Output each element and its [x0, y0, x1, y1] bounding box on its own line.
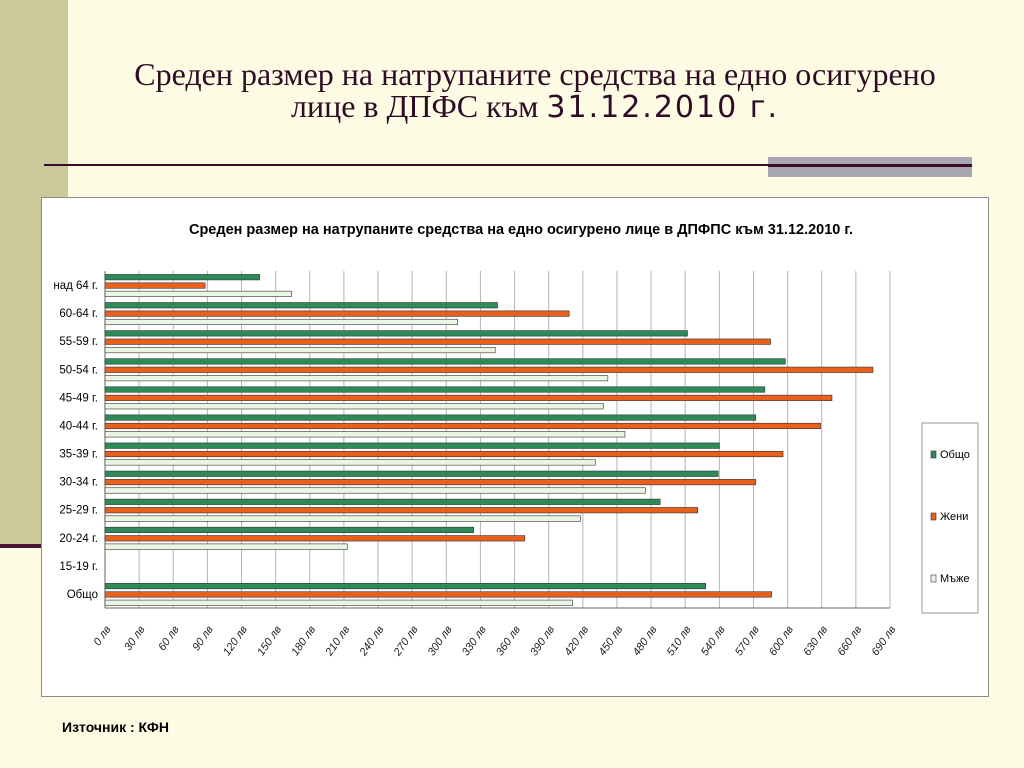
bar-series-0: [104, 358, 786, 365]
category-label: над 64 г.: [53, 280, 98, 292]
x-tick-label: 90 лв: [190, 624, 216, 653]
legend-label: Жени: [940, 511, 968, 523]
x-tick-label: 690 лв: [869, 624, 898, 658]
bar-series-2: [104, 431, 626, 438]
x-tick-label: 660 лв: [835, 624, 864, 658]
bar-series-0: [104, 470, 719, 477]
bar-series-1: [104, 535, 526, 542]
bar-series-1: [104, 591, 772, 598]
category-label: 20-24 г.: [59, 533, 98, 545]
x-tick-label: 150 лв: [255, 624, 284, 658]
category-label: 40-44 г.: [59, 420, 98, 432]
x-tick-label: 60 лв: [156, 624, 182, 653]
x-tick-label: 330 лв: [460, 624, 489, 658]
bar-series-2: [104, 515, 581, 522]
category-label: 60-64 г.: [59, 308, 98, 320]
bar-series-2: [104, 347, 496, 354]
x-tick-label: 240 лв: [357, 624, 387, 659]
x-tick-label: 450 лв: [596, 624, 625, 658]
x-tick-label: 600 лв: [767, 624, 796, 658]
bar-series-2: [104, 543, 348, 550]
source-note: Източник : КФН: [62, 719, 169, 735]
bar-series-0: [104, 274, 261, 281]
x-tick-label: 120 лв: [221, 624, 250, 658]
bar-series-2: [104, 375, 609, 382]
chart-title: Среден размер на натрупаните средства на…: [189, 222, 853, 238]
x-tick-label: 570 лв: [733, 624, 762, 658]
bar-series-1: [104, 450, 784, 458]
legend-swatch-2: [930, 574, 937, 583]
x-tick-label: 210 лв: [323, 624, 353, 659]
bar-series-1: [104, 507, 699, 514]
legend-swatch-1: [930, 512, 937, 521]
x-tick-label: 420 лв: [562, 624, 591, 658]
legend-label: Мъже: [940, 573, 970, 585]
category-label: 15-19 г.: [59, 561, 98, 573]
divider-block-top: [768, 157, 972, 164]
bar-series-2: [104, 459, 596, 466]
divider-block-middle: [768, 164, 972, 167]
bar-series-0: [104, 442, 720, 449]
bar-series-0: [104, 330, 688, 337]
x-tick-label: 630 лв: [801, 624, 830, 658]
category-label: 30-34 г.: [59, 477, 98, 489]
bar-series-2: [104, 318, 458, 326]
bar-series-2: [104, 487, 646, 494]
x-tick-label: 360 лв: [494, 624, 523, 658]
category-label: Общо: [67, 589, 98, 601]
bar-series-1: [104, 422, 821, 430]
title-divider: [44, 164, 768, 166]
slide-title-date: 31.12.2010 г.: [546, 90, 780, 125]
bar-series-0: [104, 302, 498, 309]
bar-series-0: [104, 583, 706, 590]
category-label: 35-39 г.: [59, 449, 98, 461]
bar-series-1: [104, 394, 833, 401]
bar-series-0: [104, 498, 661, 505]
x-tick-label: 30 лв: [122, 624, 148, 653]
category-label: 45-49 г.: [59, 392, 98, 404]
bar-series-1: [104, 282, 206, 289]
slide-title: Среден размер на натрупаните средства на…: [110, 58, 960, 124]
category-label: 50-54 г.: [59, 364, 98, 376]
bar-chart: Среден размер на натрупаните средства на…: [53, 222, 979, 659]
slide-title-text: Среден размер на натрупаните средства на…: [134, 56, 936, 124]
title-divider-block: [768, 157, 972, 179]
bar-series-2: [104, 290, 292, 297]
x-tick-label: 270 лв: [391, 624, 421, 659]
bar-series-0: [104, 414, 757, 421]
bar-series-1: [104, 338, 771, 345]
side-rule: [0, 544, 68, 548]
bar-series-1: [104, 479, 757, 486]
bar-series-2: [104, 599, 573, 606]
bar-series-0: [104, 386, 766, 393]
bar-series-1: [104, 366, 874, 373]
x-tick-label: 390 лв: [528, 624, 557, 658]
x-tick-label: 180 лв: [289, 624, 318, 658]
x-tick-label: 0 лв: [92, 624, 114, 648]
x-tick-label: 300 лв: [426, 624, 455, 658]
bar-series-1: [104, 310, 570, 317]
x-tick-label: 510 лв: [665, 624, 694, 658]
bar-series-2: [104, 403, 604, 410]
category-label: 55-59 г.: [59, 336, 98, 348]
x-tick-label: 480 лв: [631, 624, 660, 658]
x-tick-label: 540 лв: [699, 624, 728, 658]
divider-block-bottom: [768, 167, 972, 177]
category-label: 25-29 г.: [59, 505, 98, 517]
bar-series-0: [104, 526, 474, 533]
legend-swatch-0: [930, 450, 937, 459]
legend-label: Общо: [940, 449, 970, 461]
